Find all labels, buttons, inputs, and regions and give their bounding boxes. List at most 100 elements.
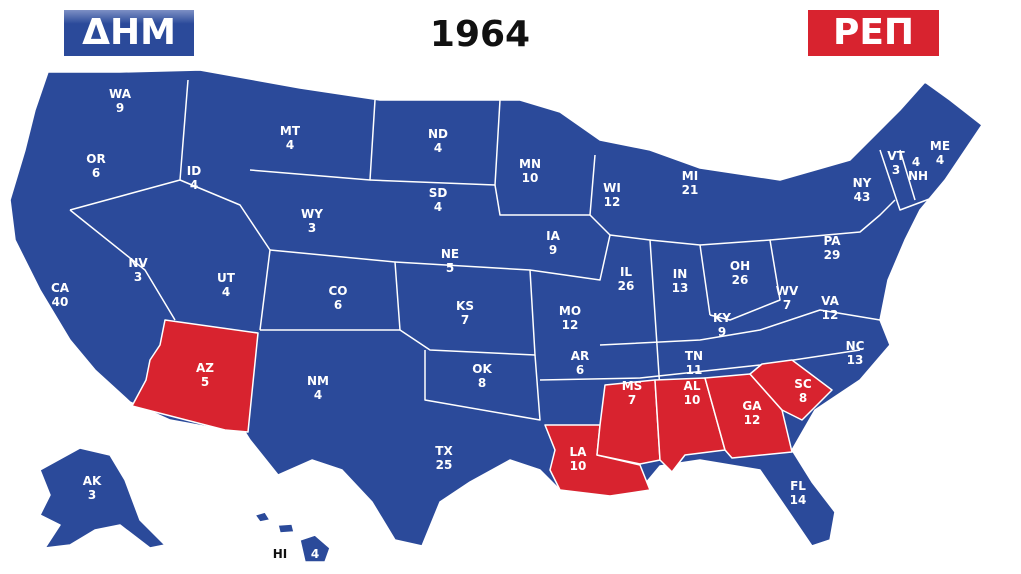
electoral-votes-PA: 29 <box>824 248 841 262</box>
state-label-ID: ID <box>187 164 201 178</box>
electoral-votes-SD: 4 <box>434 200 442 214</box>
state-border <box>769 199 896 241</box>
electoral-votes-VA: 12 <box>822 308 839 322</box>
state-label-FL: FL <box>790 479 806 493</box>
hawaii-island-shape <box>254 511 271 523</box>
state-label-OR: OR <box>86 152 105 166</box>
state-label-WV: WV <box>776 284 799 298</box>
electoral-votes-MT: 4 <box>286 138 294 152</box>
electoral-votes-IL: 26 <box>618 279 635 293</box>
democrat-legend-badge: ΔΗΜ <box>64 10 194 56</box>
state-border <box>260 249 401 331</box>
state-border <box>424 350 541 421</box>
electoral-votes-OR: 6 <box>92 166 100 180</box>
state-label-MO: MO <box>559 304 581 318</box>
electoral-votes-IN: 13 <box>672 281 689 295</box>
electoral-votes-NV: 3 <box>134 270 142 284</box>
state-label-UT: UT <box>217 271 236 285</box>
state-border <box>599 309 881 346</box>
state-label-WI: WI <box>603 181 621 195</box>
state-label-IA: IA <box>546 229 560 243</box>
republican-legend-badge: ΡΕΠ <box>808 10 939 56</box>
hawaii-island-shape <box>277 523 295 534</box>
state-border <box>899 149 916 201</box>
state-label-NY: NY <box>853 176 872 190</box>
electoral-votes-IA: 9 <box>549 243 557 257</box>
electoral-votes-AL: 10 <box>684 393 701 407</box>
electoral-votes-AZ: 5 <box>201 375 209 389</box>
electoral-votes-AK: 3 <box>88 488 96 502</box>
electoral-votes-OK: 8 <box>478 376 486 390</box>
state-label-VT: VT <box>887 149 905 163</box>
electoral-votes-ND: 4 <box>434 141 442 155</box>
electoral-votes-CA: 40 <box>52 295 69 309</box>
arizona-shape <box>131 319 259 433</box>
state-label-TX: TX <box>435 444 453 458</box>
electoral-votes-WY: 3 <box>308 221 316 235</box>
electoral-votes-MO: 12 <box>562 318 579 332</box>
state-label-LA: LA <box>570 445 588 459</box>
electoral-votes-NE: 5 <box>446 261 454 275</box>
electoral-votes-NM: 4 <box>314 388 322 402</box>
state-label-OH: OH <box>730 259 750 273</box>
electoral-votes-MI: 21 <box>682 183 699 197</box>
electoral-votes-ME: 4 <box>936 153 944 167</box>
electoral-votes-UT: 4 <box>222 285 230 299</box>
state-label-IL: IL <box>620 265 632 279</box>
state-label-AK: AK <box>83 474 102 488</box>
state-label-WA: WA <box>109 87 132 101</box>
south-carolina-shape <box>749 359 833 421</box>
state-border <box>529 214 611 281</box>
state-label-AR: AR <box>571 349 590 363</box>
electoral-votes-KY: 9 <box>718 325 726 339</box>
state-border <box>539 349 861 381</box>
state-label-KS: KS <box>456 299 474 313</box>
electoral-votes-ID: 4 <box>190 178 198 192</box>
state-label-VA: VA <box>821 294 839 308</box>
state-label-KY: KY <box>713 311 731 325</box>
state-label-GA: GA <box>742 399 762 413</box>
state-label-MT: MT <box>280 124 301 138</box>
electoral-votes-KS: 7 <box>461 313 469 327</box>
electoral-votes-SC: 8 <box>799 391 807 405</box>
electoral-votes-FL: 14 <box>790 493 807 507</box>
state-label-ND: ND <box>428 127 448 141</box>
state-label-OK: OK <box>472 362 492 376</box>
state-border <box>179 179 271 331</box>
state-label-MS: MS <box>622 379 643 393</box>
electoral-votes-TX: 25 <box>436 458 453 472</box>
electoral-votes-MS: 7 <box>628 393 636 407</box>
election-year-title: 1964 <box>429 14 531 55</box>
electoral-votes-WI: 12 <box>604 195 621 209</box>
electoral-votes-CO: 6 <box>334 298 342 312</box>
electoral-votes-WA: 9 <box>116 101 124 115</box>
electoral-votes-WV: 7 <box>783 298 791 312</box>
electoral-votes-HI: 4 <box>311 547 319 561</box>
electoral-votes-GA: 12 <box>744 413 761 427</box>
electoral-votes-MN: 10 <box>522 171 539 185</box>
state-border <box>494 154 596 216</box>
state-label-CO: CO <box>328 284 347 298</box>
alaska-shape <box>39 447 166 549</box>
electoral-votes-NY: 43 <box>854 190 871 204</box>
state-label-TN: TN <box>685 349 703 363</box>
state-label-MN: MN <box>519 157 541 171</box>
electoral-votes-LA: 10 <box>570 459 587 473</box>
state-label-CA: CA <box>51 281 70 295</box>
hawaii-shape <box>299 534 331 563</box>
state-label-PA: PA <box>824 234 842 248</box>
state-label-WY: WY <box>301 207 323 221</box>
state-label-ME: ME <box>930 139 950 153</box>
state-label-SD: SD <box>429 186 448 200</box>
state-border <box>699 239 781 321</box>
state-label-NC: NC <box>846 339 865 353</box>
state-label-MI: MI <box>682 169 698 183</box>
electoral-votes-OH: 26 <box>732 273 749 287</box>
state-label-SC: SC <box>794 377 812 391</box>
state-label-IN: IN <box>673 267 688 281</box>
state-label-NV: NV <box>128 256 148 270</box>
electoral-votes-AR: 6 <box>576 363 584 377</box>
state-border <box>879 149 941 211</box>
state-label-NE: NE <box>441 247 459 261</box>
